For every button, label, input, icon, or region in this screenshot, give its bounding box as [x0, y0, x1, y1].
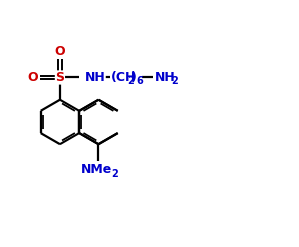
Text: 2: 2 [127, 77, 134, 86]
Text: NMe: NMe [81, 163, 112, 176]
Text: S: S [55, 71, 64, 84]
Text: NH: NH [155, 71, 176, 84]
Text: ): ) [131, 71, 137, 84]
Text: NH: NH [84, 71, 105, 84]
Text: 2: 2 [112, 168, 118, 179]
Text: O: O [55, 45, 65, 58]
Text: O: O [28, 71, 39, 84]
Text: 2: 2 [171, 77, 178, 86]
Text: 6: 6 [136, 77, 143, 86]
Text: (CH: (CH [111, 71, 137, 84]
